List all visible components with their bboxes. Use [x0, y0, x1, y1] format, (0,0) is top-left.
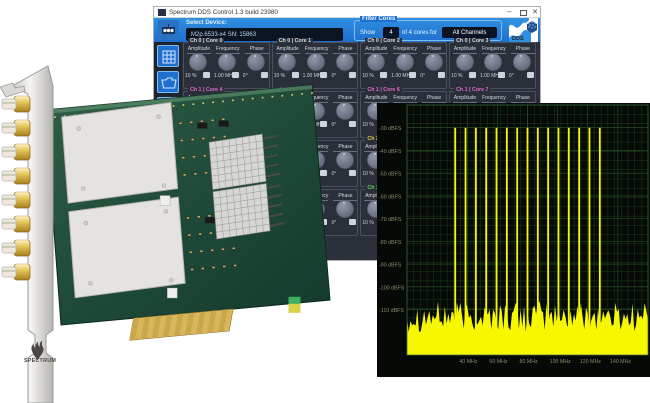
svg-text:120 MHz: 120 MHz — [580, 359, 602, 365]
svg-text:SPECTRUM: SPECTRUM — [24, 358, 56, 364]
svg-text:-50 dBFS: -50 dBFS — [379, 172, 402, 178]
svg-text:-60 dBFS: -60 dBFS — [379, 194, 402, 200]
svg-text:80 MHz: 80 MHz — [520, 359, 539, 365]
svg-text:40 MHz: 40 MHz — [459, 359, 478, 365]
svg-text:-30 dBFS: -30 dBFS — [379, 126, 402, 132]
svg-text:100 MHz: 100 MHz — [550, 359, 572, 365]
svg-text:-80 dBFS: -80 dBFS — [379, 240, 402, 246]
svg-text:-100 dBFS: -100 dBFS — [379, 285, 405, 291]
svg-text:-90 dBFS: -90 dBFS — [379, 263, 402, 269]
svg-text:60 MHz: 60 MHz — [489, 359, 508, 365]
svg-text:140 MHz: 140 MHz — [610, 359, 632, 365]
svg-text:-110 dBFS: -110 dBFS — [379, 308, 404, 314]
svg-text:-40 dBFS: -40 dBFS — [379, 149, 402, 155]
svg-text:-70 dBFS: -70 dBFS — [379, 217, 402, 223]
